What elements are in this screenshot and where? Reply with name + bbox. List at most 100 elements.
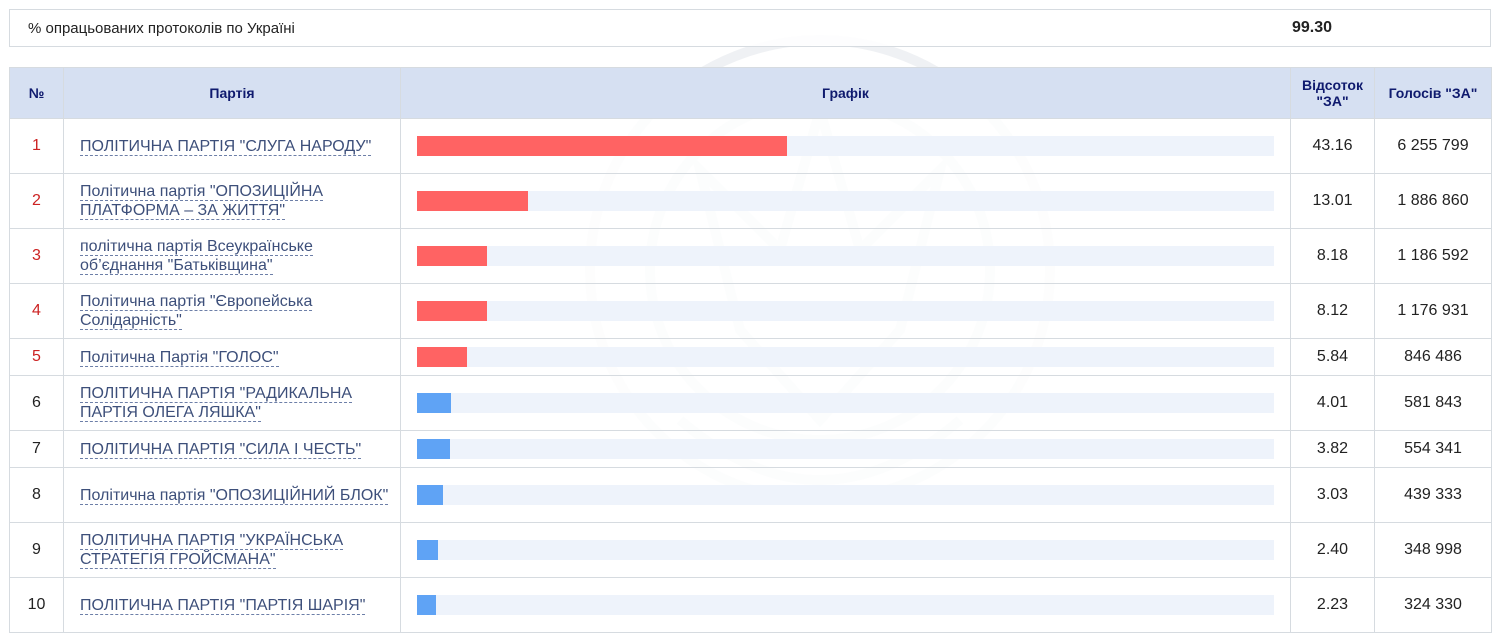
party-cell: ПОЛІТИЧНА ПАРТІЯ "ПАРТІЯ ШАРІЯ" [63, 577, 401, 633]
votes-value: 6 255 799 [1374, 118, 1492, 174]
bar-track [417, 301, 1274, 321]
party-cell: Політична Партія "ГОЛОС" [63, 338, 401, 376]
table-row: 9 ПОЛІТИЧНА ПАРТІЯ "УКРАЇНСЬКА СТРАТЕГІЯ … [9, 522, 1492, 578]
bar-track [417, 485, 1274, 505]
votes-value: 846 486 [1374, 338, 1492, 376]
results-table: № Партія Графік Відсоток "ЗА" Голосів "З… [9, 67, 1492, 633]
row-number: 9 [9, 522, 64, 578]
party-name-link[interactable]: політична партія Всеукраїнське об’єднанн… [80, 238, 313, 275]
processed-protocols-value: 99.30 [1291, 19, 1333, 36]
column-header-party: Партія [63, 67, 401, 119]
percent-value: 43.16 [1290, 118, 1375, 174]
party-name-link[interactable]: Політична партія "ОПОЗИЦІЙНИЙ БЛОК" [80, 486, 389, 505]
table-row: 6 ПОЛІТИЧНА ПАРТІЯ "РАДИКАЛЬНА ПАРТІЯ ОЛЕ… [9, 375, 1492, 431]
party-name-link[interactable]: ПОЛІТИЧНА ПАРТІЯ "СЛУГА НАРОДУ" [80, 137, 372, 156]
table-row: 8 Політична партія "ОПОЗИЦІЙНИЙ БЛОК" 3.03… [9, 467, 1492, 523]
row-number: 10 [9, 577, 64, 633]
column-header-percent: Відсоток "ЗА" [1290, 67, 1375, 119]
chart-cell [400, 577, 1291, 633]
table-row: 10 ПОЛІТИЧНА ПАРТІЯ "ПАРТІЯ ШАРІЯ" 2.23 324… [9, 577, 1492, 633]
column-header-number: № [9, 67, 64, 119]
row-number: 8 [9, 467, 64, 523]
party-name-link[interactable]: ПОЛІТИЧНА ПАРТІЯ "РАДИКАЛЬНА ПАРТІЯ ОЛЕГ… [80, 385, 353, 422]
percent-value: 3.03 [1290, 467, 1375, 523]
table-row: 4 Політична партія "Європейська Солідарні… [9, 283, 1492, 339]
votes-value: 439 333 [1374, 467, 1492, 523]
row-number: 2 [9, 173, 64, 229]
percent-value: 8.18 [1290, 228, 1375, 284]
vote-share-bar [417, 485, 443, 505]
votes-value: 1 186 592 [1374, 228, 1492, 284]
table-row: 5 Політична Партія "ГОЛОС" 5.84 846 486 [9, 338, 1492, 376]
bar-track [417, 191, 1274, 211]
party-cell: Політична партія "ОПОЗИЦІЙНИЙ БЛОК" [63, 467, 401, 523]
chart-cell [400, 228, 1291, 284]
votes-value: 1 886 860 [1374, 173, 1492, 229]
party-cell: ПОЛІТИЧНА ПАРТІЯ "СИЛА І ЧЕСТЬ" [63, 430, 401, 468]
vote-share-bar [417, 540, 438, 560]
chart-cell [400, 375, 1291, 431]
vote-share-bar [417, 246, 488, 266]
table-header-row: № Партія Графік Відсоток "ЗА" Голосів "З… [9, 67, 1492, 119]
percent-value: 13.01 [1290, 173, 1375, 229]
chart-cell [400, 430, 1291, 468]
party-name-link[interactable]: ПОЛІТИЧНА ПАРТІЯ "ПАРТІЯ ШАРІЯ" [80, 596, 366, 615]
vote-share-bar [417, 191, 529, 211]
table-row: 2 Політична партія "ОПОЗИЦІЙНА ПЛАТФОРМА … [9, 173, 1492, 229]
percent-value: 8.12 [1290, 283, 1375, 339]
party-name-link[interactable]: Політична партія "Європейська Солідарніс… [80, 293, 313, 330]
table-row: 7 ПОЛІТИЧНА ПАРТІЯ "СИЛА І ЧЕСТЬ" 3.82 554 … [9, 430, 1492, 468]
party-cell: ПОЛІТИЧНА ПАРТІЯ "СЛУГА НАРОДУ" [63, 118, 401, 174]
vote-share-bar [417, 439, 450, 459]
chart-cell [400, 467, 1291, 523]
row-number: 3 [9, 228, 64, 284]
processed-protocols-label: % опрацьованих протоколів по Україні [28, 19, 295, 37]
party-name-link[interactable]: ПОЛІТИЧНА ПАРТІЯ "СИЛА І ЧЕСТЬ" [80, 440, 362, 459]
vote-share-bar [417, 595, 437, 615]
party-cell: Політична партія "Європейська Солідарніс… [63, 283, 401, 339]
bar-track [417, 347, 1274, 367]
party-cell: ПОЛІТИЧНА ПАРТІЯ "РАДИКАЛЬНА ПАРТІЯ ОЛЕГ… [63, 375, 401, 431]
row-number: 4 [9, 283, 64, 339]
vote-share-bar [417, 301, 487, 321]
bar-track [417, 439, 1274, 459]
column-header-chart: Графік [400, 67, 1291, 119]
bar-track [417, 136, 1274, 156]
vote-share-bar [417, 136, 787, 156]
chart-cell [400, 118, 1291, 174]
percent-value: 4.01 [1290, 375, 1375, 431]
party-cell: політична партія Всеукраїнське об’єднанн… [63, 228, 401, 284]
votes-value: 554 341 [1374, 430, 1492, 468]
chart-cell [400, 338, 1291, 376]
percent-value: 2.40 [1290, 522, 1375, 578]
row-number: 1 [9, 118, 64, 174]
row-number: 6 [9, 375, 64, 431]
party-cell: ПОЛІТИЧНА ПАРТІЯ "УКРАЇНСЬКА СТРАТЕГІЯ Г… [63, 522, 401, 578]
processed-protocols-summary: % опрацьованих протоколів по Україні 99.… [9, 9, 1491, 47]
bar-track [417, 595, 1274, 615]
percent-value: 5.84 [1290, 338, 1375, 376]
vote-share-bar [417, 347, 468, 367]
chart-cell [400, 173, 1291, 229]
party-name-link[interactable]: Політична Партія "ГОЛОС" [80, 348, 279, 367]
chart-cell [400, 283, 1291, 339]
bar-track [417, 393, 1274, 413]
bar-track [417, 246, 1274, 266]
votes-value: 324 330 [1374, 577, 1492, 633]
vote-share-bar [417, 393, 452, 413]
column-header-votes: Голосів "ЗА" [1374, 67, 1492, 119]
chart-cell [400, 522, 1291, 578]
votes-value: 348 998 [1374, 522, 1492, 578]
party-cell: Політична партія "ОПОЗИЦІЙНА ПЛАТФОРМА –… [63, 173, 401, 229]
row-number: 7 [9, 430, 64, 468]
percent-value: 3.82 [1290, 430, 1375, 468]
votes-value: 1 176 931 [1374, 283, 1492, 339]
party-name-link[interactable]: ПОЛІТИЧНА ПАРТІЯ "УКРАЇНСЬКА СТРАТЕГІЯ Г… [80, 532, 344, 569]
table-row: 1 ПОЛІТИЧНА ПАРТІЯ "СЛУГА НАРОДУ" 43.16 6 2… [9, 118, 1492, 174]
table-row: 3 політична партія Всеукраїнське об’єднан… [9, 228, 1492, 284]
party-name-link[interactable]: Політична партія "ОПОЗИЦІЙНА ПЛАТФОРМА –… [80, 183, 324, 220]
votes-value: 581 843 [1374, 375, 1492, 431]
percent-value: 2.23 [1290, 577, 1375, 633]
bar-track [417, 540, 1274, 560]
row-number: 5 [9, 338, 64, 376]
